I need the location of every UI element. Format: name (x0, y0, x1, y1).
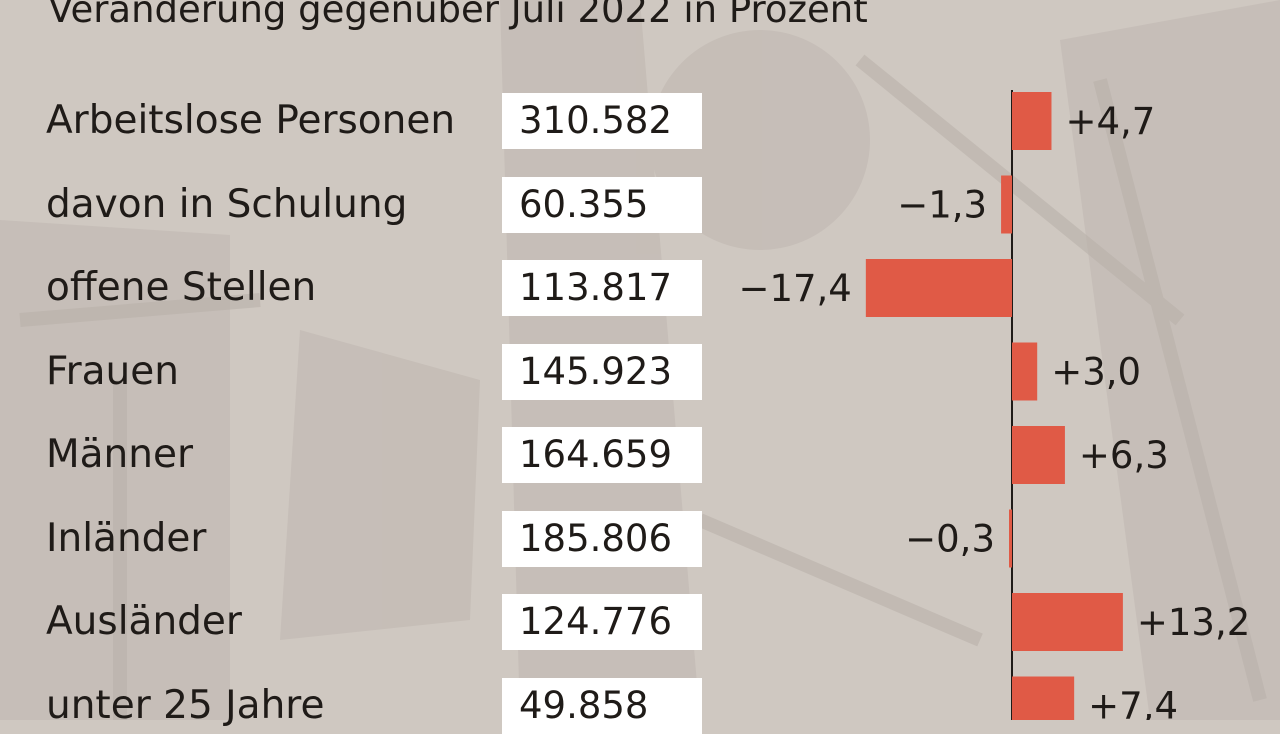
absolute-value-box: 124.776 (502, 594, 702, 650)
data-label: +4,7 (1065, 100, 1155, 143)
data-label: +3,0 (1051, 351, 1141, 394)
chart-subtitle: Veränderung gegenüber Juli 2022 in Proze… (48, 0, 868, 31)
absolute-value-box: 113.817 (502, 260, 702, 316)
data-label: +6,3 (1079, 434, 1169, 477)
absolute-value-box: 145.923 (502, 343, 702, 400)
absolute-value-box: 310.582 (502, 93, 702, 149)
category-label: offene Stellen (46, 265, 317, 310)
category-label: davon in Schulung (46, 181, 408, 227)
category-label: Inländer (46, 515, 207, 561)
bar (1009, 509, 1012, 568)
bar (865, 259, 1012, 317)
bar (1001, 175, 1012, 234)
data-label: −0,3 (905, 518, 995, 561)
absolute-value-box: 164.659 (502, 427, 702, 483)
bar (1012, 342, 1038, 401)
data-label: −17,4 (738, 267, 851, 310)
bar (1012, 92, 1052, 150)
bar (1012, 593, 1123, 651)
absolute-value-box: 185.806 (502, 510, 702, 567)
category-label: Ausländer (46, 599, 242, 644)
data-label: +13,2 (1137, 601, 1250, 644)
data-label: −1,3 (897, 184, 987, 227)
absolute-value-box: 60.355 (502, 176, 702, 233)
category-label: Männer (46, 432, 194, 477)
bar (1012, 426, 1065, 484)
data-label: +7,4 (1088, 685, 1178, 721)
category-label: Frauen (46, 348, 179, 394)
bar (1012, 676, 1075, 720)
category-label: Arbeitslose Personen (46, 98, 456, 143)
